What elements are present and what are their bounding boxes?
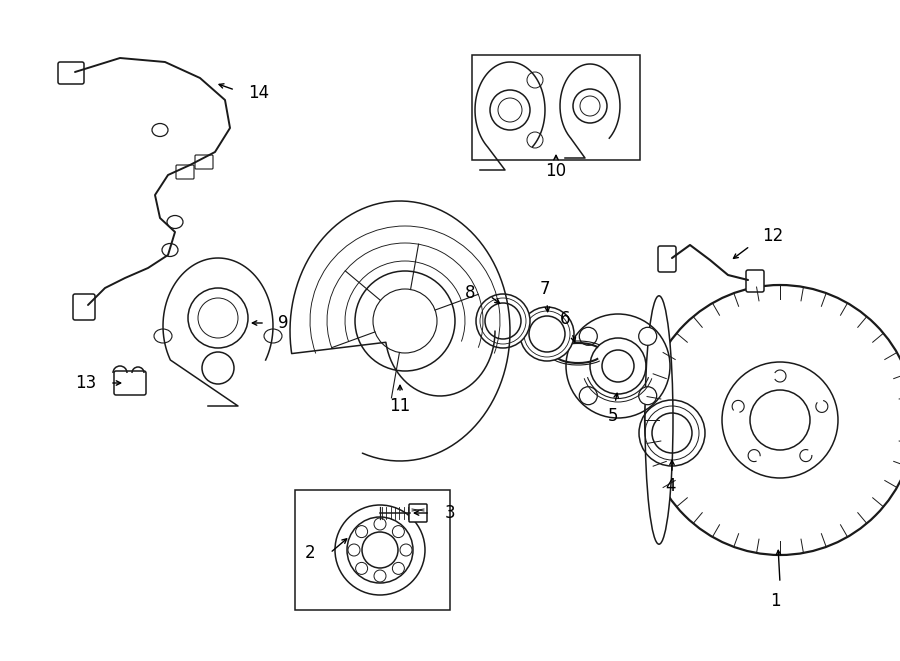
Circle shape (202, 352, 234, 384)
Circle shape (580, 387, 598, 405)
Text: 4: 4 (665, 477, 675, 495)
Text: 13: 13 (75, 374, 96, 392)
FancyBboxPatch shape (58, 62, 84, 84)
Circle shape (520, 307, 574, 361)
Text: 9: 9 (278, 314, 289, 332)
Text: 3: 3 (445, 504, 455, 522)
Circle shape (356, 525, 367, 537)
Circle shape (392, 563, 404, 574)
Text: 6: 6 (560, 310, 570, 328)
Circle shape (348, 544, 360, 556)
Circle shape (188, 288, 248, 348)
Circle shape (639, 387, 657, 405)
Ellipse shape (167, 215, 183, 229)
Text: 8: 8 (464, 284, 475, 302)
Bar (472, 55, 640, 160)
Circle shape (527, 72, 543, 88)
Text: 10: 10 (545, 162, 567, 180)
Circle shape (527, 132, 543, 148)
Text: 11: 11 (390, 397, 410, 415)
Circle shape (356, 563, 367, 574)
Circle shape (374, 570, 386, 582)
FancyBboxPatch shape (73, 294, 95, 320)
Circle shape (490, 90, 530, 130)
Circle shape (374, 518, 386, 530)
Bar (295, 490, 450, 610)
Text: 1: 1 (770, 592, 780, 610)
FancyBboxPatch shape (195, 155, 213, 169)
Text: 12: 12 (762, 227, 783, 245)
Text: 14: 14 (248, 84, 269, 102)
Circle shape (476, 294, 530, 348)
Circle shape (573, 89, 607, 123)
Ellipse shape (152, 124, 168, 137)
FancyBboxPatch shape (114, 371, 146, 395)
Ellipse shape (162, 243, 178, 256)
Circle shape (400, 544, 412, 556)
Ellipse shape (645, 296, 673, 544)
Text: 5: 5 (608, 407, 618, 425)
Circle shape (639, 327, 657, 345)
Circle shape (392, 525, 404, 537)
Ellipse shape (264, 329, 282, 343)
Ellipse shape (154, 329, 172, 343)
FancyBboxPatch shape (746, 270, 764, 292)
Circle shape (580, 327, 598, 345)
Text: 7: 7 (540, 280, 550, 298)
FancyBboxPatch shape (409, 504, 427, 522)
FancyBboxPatch shape (176, 165, 194, 179)
FancyBboxPatch shape (658, 246, 676, 272)
Text: 2: 2 (304, 544, 315, 562)
